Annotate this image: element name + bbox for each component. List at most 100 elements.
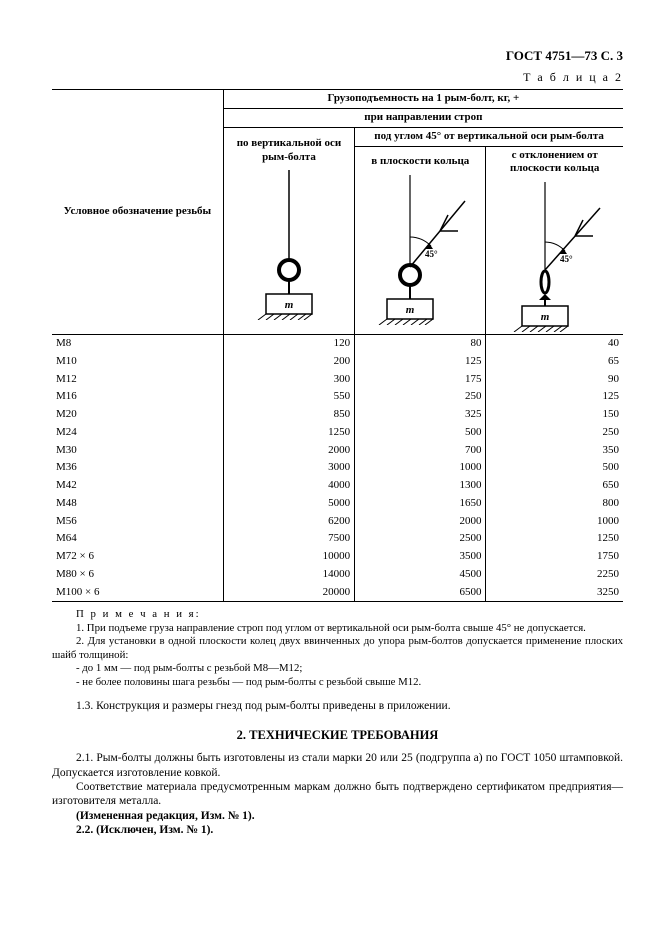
table-row: М16550250125 [52, 388, 623, 406]
th-offplane-label: с отклонением от плоскости кольца [490, 149, 619, 177]
p-2-1: 2.1. Рым-болты должны быть изготовлены и… [52, 751, 623, 780]
th-thread: Условное обозначение резьбы [52, 90, 223, 335]
cell-v2: 700 [355, 442, 486, 460]
svg-text:m: m [406, 304, 415, 316]
table-caption: Т а б л и ц а 2 [52, 70, 623, 85]
table-row: М20850325150 [52, 406, 623, 424]
cell-v2: 175 [355, 371, 486, 389]
th-offplane: с отклонением от плоскости кольца 45° [486, 146, 623, 335]
section-1-3: 1.3. Конструкция и размеры гнезд под рым… [52, 699, 623, 713]
cell-v1: 850 [223, 406, 354, 424]
table-row: М81208040 [52, 335, 623, 353]
th-main: Грузоподъемность на 1 рым-болт, кг, + [223, 90, 623, 109]
diagram-inplane-icon: 45° m [370, 175, 470, 325]
cell-v1: 14000 [223, 566, 354, 584]
cell-thread: М80 × 6 [52, 566, 223, 584]
cell-thread: М72 × 6 [52, 548, 223, 566]
cell-v3: 250 [486, 424, 623, 442]
cell-v2: 2000 [355, 513, 486, 531]
table-row: М4240001300650 [52, 477, 623, 495]
cell-thread: М36 [52, 459, 223, 477]
cell-v2: 80 [355, 335, 486, 353]
cell-thread: М12 [52, 371, 223, 389]
table-row: М1020012565 [52, 353, 623, 371]
cell-v3: 150 [486, 406, 623, 424]
cell-v2: 1300 [355, 477, 486, 495]
cell-v3: 2250 [486, 566, 623, 584]
cell-thread: М16 [52, 388, 223, 406]
cell-thread: М30 [52, 442, 223, 460]
note-2b: - не более половины шага резьбы — под ры… [52, 676, 623, 689]
table-row: М100 × 62000065003250 [52, 584, 623, 602]
cell-v3: 1750 [486, 548, 623, 566]
note-2a: - до 1 мм — под рым-болты с резьбой М8—М… [52, 662, 623, 675]
cell-v2: 6500 [355, 584, 486, 602]
cell-v1: 6200 [223, 513, 354, 531]
cell-thread: М48 [52, 495, 223, 513]
cell-v2: 1650 [355, 495, 486, 513]
cell-v2: 125 [355, 353, 486, 371]
table-row: М72 × 61000035001750 [52, 548, 623, 566]
table-row: М4850001650800 [52, 495, 623, 513]
table-body: М81208040М1020012565М1230017590М16550250… [52, 335, 623, 602]
cell-v1: 1250 [223, 424, 354, 442]
page: ГОСТ 4751—73 С. 3 Т а б л и ц а 2 Условн… [0, 0, 661, 936]
table-row: М3630001000500 [52, 459, 623, 477]
th-inplane-label: в плоскости кольца [359, 155, 481, 169]
cell-v3: 800 [486, 495, 623, 513]
cell-thread: М8 [52, 335, 223, 353]
table-row: М1230017590 [52, 371, 623, 389]
diagram-vertical-icon: m [244, 170, 334, 320]
cell-v2: 325 [355, 406, 486, 424]
cell-thread: М20 [52, 406, 223, 424]
diagram-offplane-icon: 45° m [505, 182, 605, 332]
cell-v3: 65 [486, 353, 623, 371]
cell-thread: М64 [52, 530, 223, 548]
cell-v1: 200 [223, 353, 354, 371]
cell-thread: М100 × 6 [52, 584, 223, 602]
note-1: 1. При подъеме груза направление строп п… [52, 622, 623, 635]
th-vert-label: по вертикальной оси рым-болта [228, 137, 350, 165]
th-sub: при направлении строп [223, 109, 623, 128]
cell-v1: 300 [223, 371, 354, 389]
cell-v3: 40 [486, 335, 623, 353]
p-2-2-text: 2.2. (Исключен, Изм. № 1). [76, 824, 213, 836]
cell-v3: 650 [486, 477, 623, 495]
cell-v1: 2000 [223, 442, 354, 460]
table-row: М302000700350 [52, 442, 623, 460]
section-2-title: 2. ТЕХНИЧЕСКИЕ ТРЕБОВАНИЯ [52, 728, 623, 744]
cell-v2: 3500 [355, 548, 486, 566]
cell-v1: 3000 [223, 459, 354, 477]
table-row: М56620020001000 [52, 513, 623, 531]
p-2-1b: Соответствие материала предусмотренным м… [52, 780, 623, 809]
angle-label: 45° [425, 249, 438, 259]
mass-label: m [285, 299, 294, 311]
table-row: М241250500250 [52, 424, 623, 442]
cell-v2: 250 [355, 388, 486, 406]
table-row: М64750025001250 [52, 530, 623, 548]
p-2-1c: (Измененная редакция, Изм. № 1). [52, 809, 623, 823]
notes-block: П р и м е ч а н и я: 1. При подъеме груз… [52, 608, 623, 689]
cell-v1: 550 [223, 388, 354, 406]
cell-v2: 500 [355, 424, 486, 442]
table-row: М80 × 61400045002250 [52, 566, 623, 584]
cell-v2: 2500 [355, 530, 486, 548]
cell-v1: 120 [223, 335, 354, 353]
note-2: 2. Для установки в одной плоскости колец… [52, 635, 623, 662]
section-2-body: 2.1. Рым-болты должны быть изготовлены и… [52, 751, 623, 837]
cell-v1: 4000 [223, 477, 354, 495]
cell-v3: 500 [486, 459, 623, 477]
cell-thread: М10 [52, 353, 223, 371]
th-angle-group: под углом 45° от вертикальной оси рым-бо… [355, 127, 623, 146]
svg-text:m: m [540, 311, 549, 323]
cell-v3: 90 [486, 371, 623, 389]
p-2-2: 2.2. (Исключен, Изм. № 1). [52, 823, 623, 837]
load-table: Условное обозначение резьбы Грузоподъемн… [52, 89, 623, 602]
cell-thread: М56 [52, 513, 223, 531]
th-thread-label: Условное обозначение резьбы [56, 205, 219, 219]
cell-v3: 1250 [486, 530, 623, 548]
cell-thread: М42 [52, 477, 223, 495]
cell-v3: 1000 [486, 513, 623, 531]
cell-v2: 1000 [355, 459, 486, 477]
cell-v3: 350 [486, 442, 623, 460]
